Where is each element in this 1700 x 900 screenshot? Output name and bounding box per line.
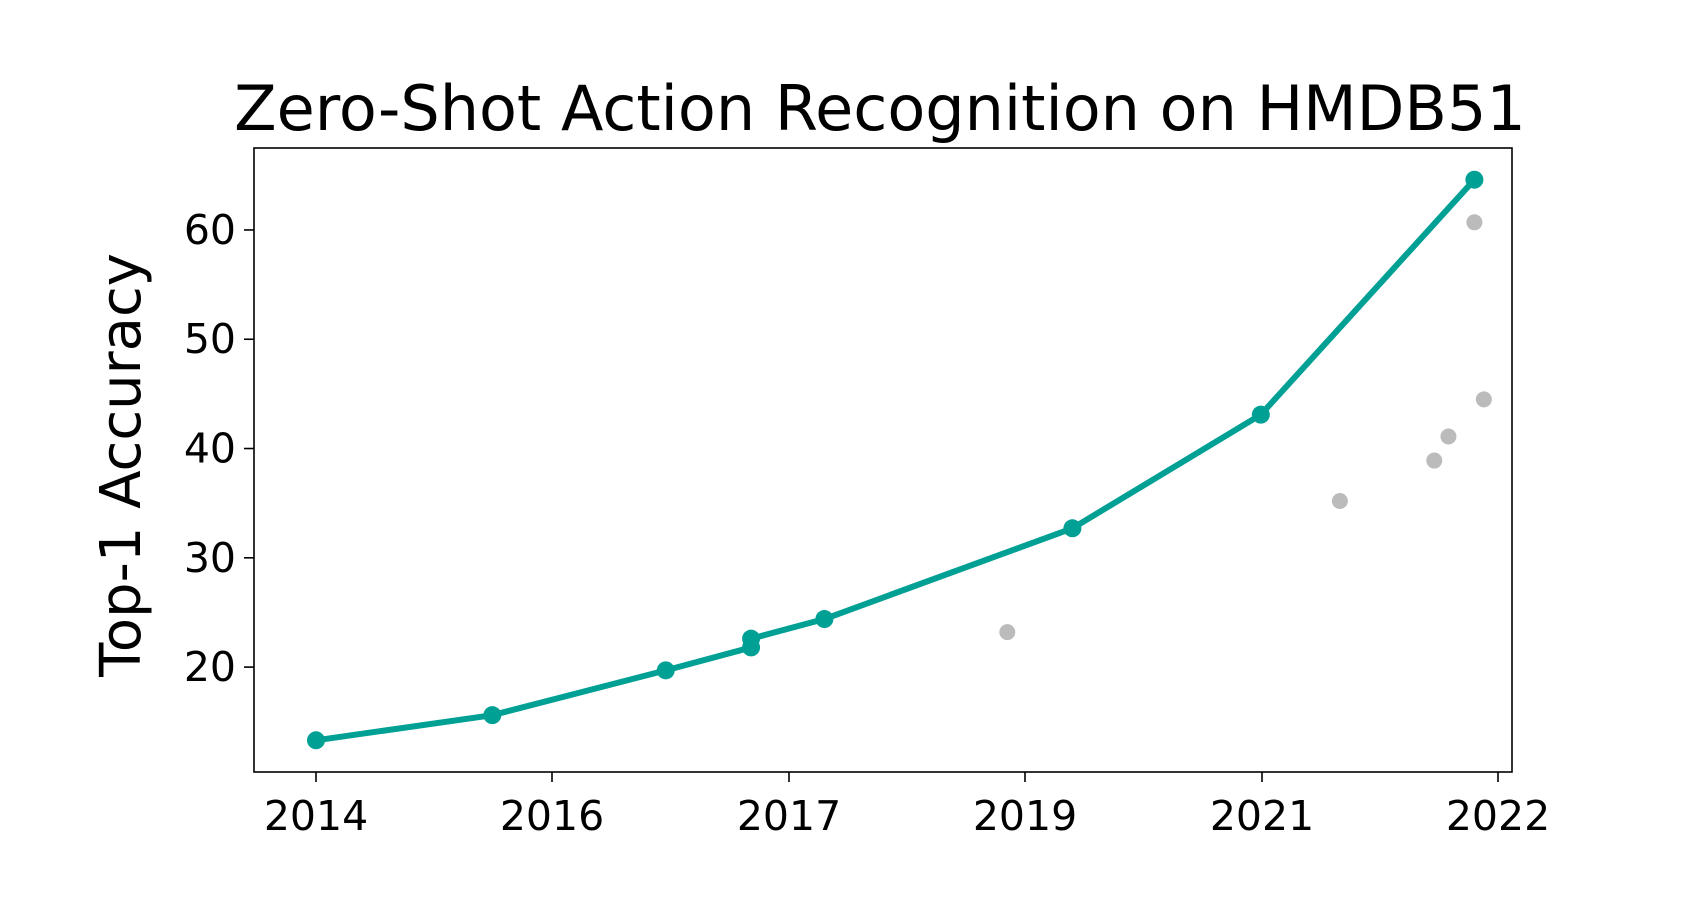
sota-point [483,706,502,725]
scatter-point [1475,391,1492,408]
sota-point [656,661,675,680]
scatter-point [999,624,1016,641]
scatter-point [1440,428,1457,445]
sota-point [742,629,761,648]
sota-point [307,731,325,750]
sota-point [1063,519,1082,538]
scatter-point [1331,492,1348,509]
plot-frame [253,147,1513,773]
axis-ticks: 20 30 40 50 60 2014 2016 2017 2019 2021 2022 [184,206,1550,840]
scatter-point [1426,452,1443,469]
x-tick-label: 2019 [973,792,1077,840]
x-tick-label: 2014 [264,792,368,840]
x-tick-label: 2016 [500,792,604,840]
x-tick-label: 2021 [1210,792,1314,840]
y-axis-label: Top-1 Accuracy [89,253,154,678]
y-tick-label: 20 [184,643,236,691]
sota-point [1465,170,1484,189]
y-tick-label: 30 [184,534,236,582]
x-tick-label: 2022 [1446,792,1550,840]
sota-line [313,176,1478,744]
y-tick-label: 50 [184,315,236,363]
chart-marks [307,170,1492,750]
scatter-point [1466,214,1483,231]
sota-point [1251,405,1270,424]
sota-point [815,610,834,629]
y-tick-label: 60 [184,206,236,254]
chart-title: Zero-Shot Action Recognition on HMDB51 [234,72,1526,145]
y-tick-label: 40 [184,425,236,473]
x-tick-label: 2017 [737,792,841,840]
